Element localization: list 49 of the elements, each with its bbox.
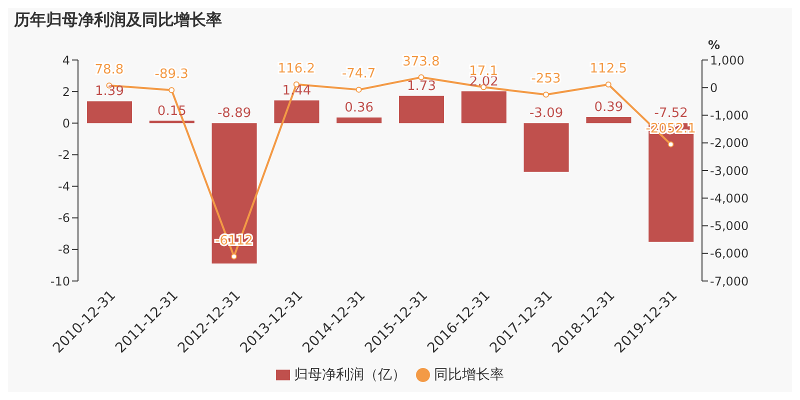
legend-label: 同比增长率 bbox=[434, 367, 504, 383]
point bbox=[356, 86, 362, 93]
data-label: 0.39 bbox=[594, 100, 624, 115]
data-label: -8.89 bbox=[217, 106, 252, 122]
legend-label: 归母净利润（亿） bbox=[294, 367, 406, 383]
data-label: -7.52 bbox=[654, 106, 688, 122]
bar bbox=[586, 116, 632, 124]
y-tick-label: -10 bbox=[50, 274, 70, 288]
y-tick-label: -8 bbox=[58, 242, 70, 257]
bar bbox=[274, 100, 320, 124]
data-label: 1.39 bbox=[95, 84, 124, 100]
y2-tick-label: -6,000 bbox=[710, 246, 749, 261]
data-label: 1.73 bbox=[407, 78, 436, 94]
y2-tick-label: -2,000 bbox=[710, 136, 749, 150]
chart-title: 历年归母净利润及同比增长率 bbox=[14, 10, 222, 31]
bar bbox=[336, 117, 382, 124]
y2-tick-label: -1,000 bbox=[710, 108, 749, 123]
bar bbox=[399, 96, 444, 124]
data-label: 373.8 bbox=[402, 54, 440, 70]
data-label: -74.7 bbox=[342, 66, 376, 82]
bar bbox=[461, 91, 506, 124]
y2-tick-label: 1,000 bbox=[710, 53, 744, 68]
y-tick-label: 0 bbox=[62, 116, 70, 130]
point bbox=[605, 82, 612, 88]
y2-tick-label: -4,000 bbox=[710, 191, 749, 206]
data-label: 78.8 bbox=[94, 62, 124, 78]
bar bbox=[524, 123, 569, 172]
point bbox=[668, 141, 674, 148]
bar bbox=[212, 123, 257, 264]
point bbox=[418, 74, 424, 80]
y2-tick-label: 0 bbox=[710, 80, 718, 95]
y-tick-label: -2 bbox=[58, 148, 70, 162]
point bbox=[543, 92, 549, 98]
data-label: 0.36 bbox=[344, 100, 374, 116]
data-label: -253 bbox=[531, 72, 561, 87]
y-tick-label: 2 bbox=[62, 84, 70, 99]
y-tick-label: -4 bbox=[58, 180, 70, 194]
point bbox=[168, 87, 175, 94]
data-label: -89.3 bbox=[154, 67, 188, 82]
bar bbox=[87, 101, 132, 124]
y2-tick-label: -3,000 bbox=[710, 164, 749, 178]
y2-tick-label: -7,000 bbox=[710, 274, 749, 288]
data-label: 116.2 bbox=[278, 61, 316, 76]
y2-axis-title: % bbox=[708, 38, 720, 52]
y-tick-label: 4 bbox=[62, 53, 70, 68]
y-tick-label: -6 bbox=[58, 211, 70, 226]
data-label: -3.09 bbox=[529, 106, 564, 122]
y2-tick-label: -5,000 bbox=[710, 219, 749, 234]
data-label: 112.5 bbox=[590, 62, 628, 77]
